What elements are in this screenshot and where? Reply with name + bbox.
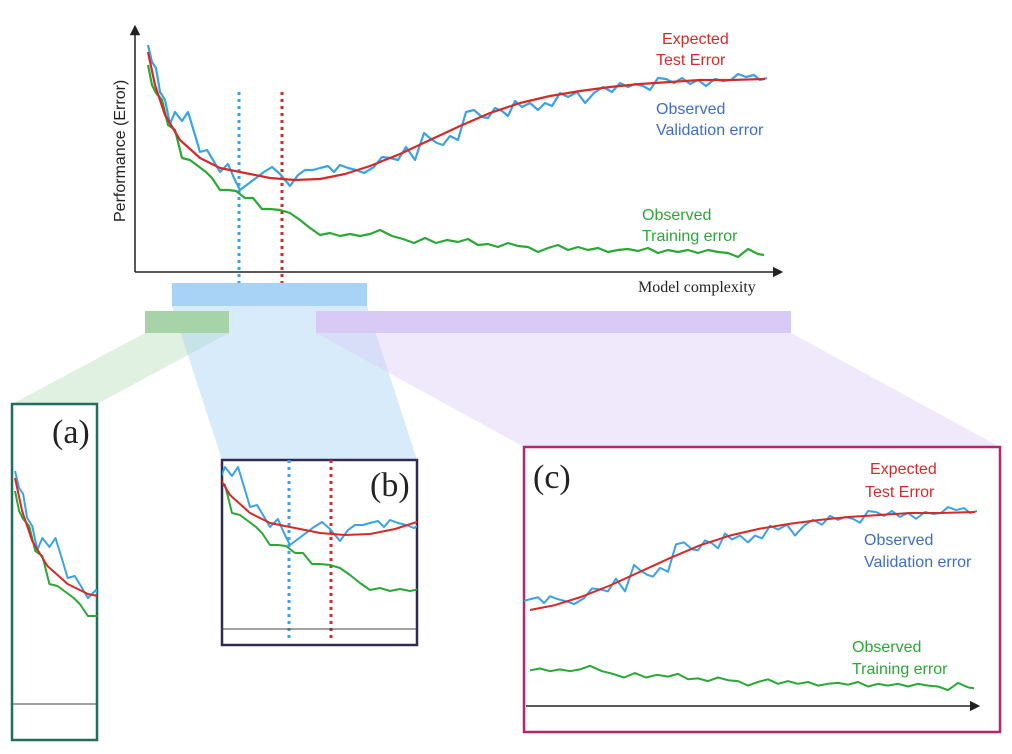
y-axis-label: Performance (Error): [112, 80, 129, 222]
panel-c-test-label-1: Expected: [870, 461, 937, 478]
training-error-line: [146, 64, 765, 259]
test-error-label-1: Expected: [662, 31, 729, 48]
validation-label-2: Validation error: [656, 122, 764, 139]
x-axis-label: Model complexity: [638, 279, 756, 296]
test-error-curve: [146, 51, 766, 182]
panel-c-validation-label-1: Observed: [864, 532, 933, 549]
panel-c-validation-label-2: Validation error: [864, 554, 972, 571]
test-error-label-2: Test Error: [656, 52, 726, 69]
panel-b-training-line: [222, 481, 417, 592]
panel-c-training-label-2: Training error: [852, 661, 948, 678]
panel-a-test-line: [14, 477, 97, 597]
panel-a-tag: (a): [52, 414, 90, 451]
panel-c: (c) Expected Test Error Observed Validat…: [522, 445, 1002, 734]
panel-c-training-line: [529, 664, 975, 692]
zoom-connector-c: [316, 333, 1000, 447]
panel-c-test-line: [529, 511, 976, 611]
panel-a: (a): [10, 402, 99, 742]
training-label-2: Training error: [642, 228, 738, 245]
zoom-connector-a: [12, 333, 229, 404]
panel-c-tag: (c): [533, 459, 571, 496]
validation-error-line: [146, 44, 768, 192]
panel-a-validation-line: [14, 470, 97, 599]
main-chart-plot: [146, 44, 768, 283]
panel-c-test-label-2: Test Error: [865, 484, 935, 501]
range-bar-a: [145, 311, 229, 333]
training-label-1: Observed: [642, 207, 711, 224]
validation-label-1: Observed: [656, 101, 725, 118]
range-bar-b: [172, 283, 367, 306]
range-bar-c: [316, 311, 791, 333]
panel-b-test-line: [222, 479, 417, 536]
zoom-connector-b: [172, 306, 417, 460]
panel-b-validation-line: [222, 466, 417, 546]
panel-c-training-label-1: Observed: [852, 639, 921, 656]
panel-b-tag: (b): [370, 467, 410, 504]
panel-b: (b): [220, 458, 419, 647]
